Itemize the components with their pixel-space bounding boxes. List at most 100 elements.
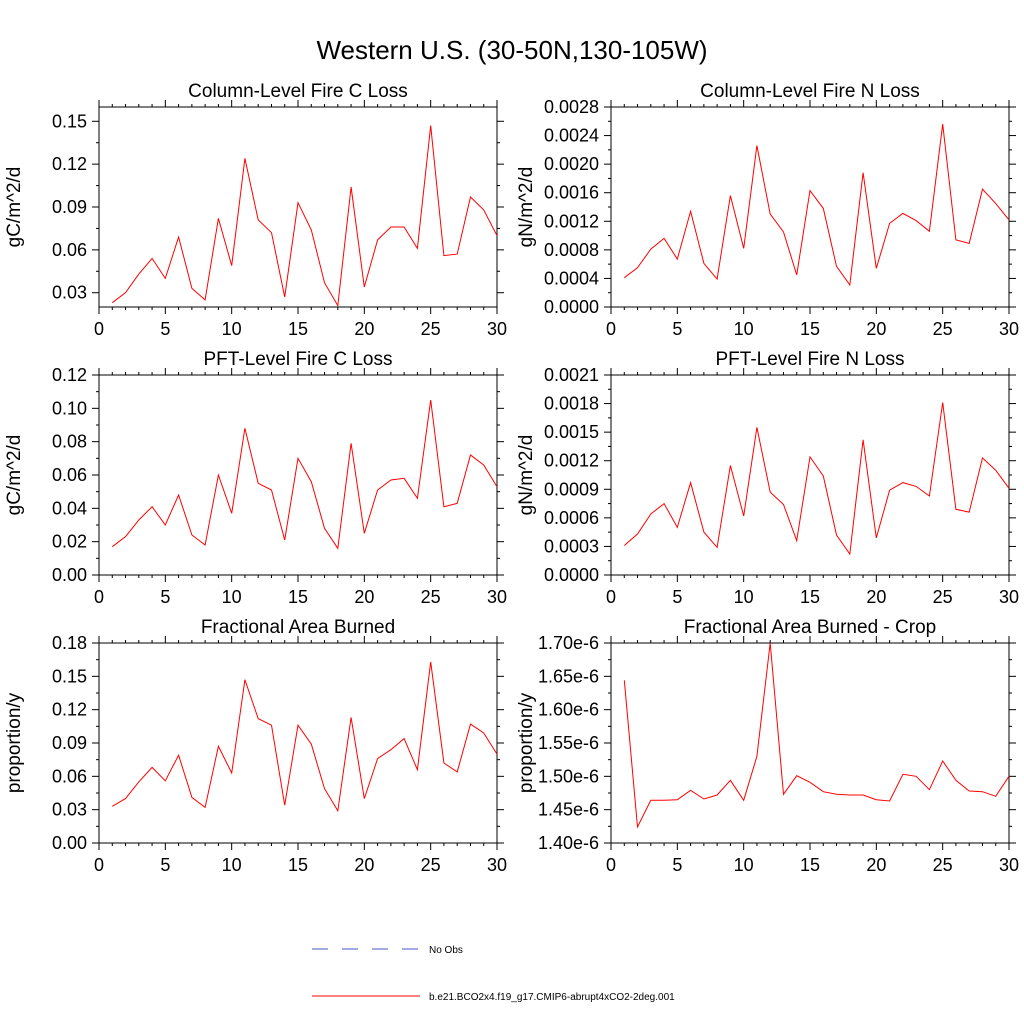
- fractional-area-burned-crop-xtick-label: 15: [800, 855, 820, 875]
- pft-fire-c-loss-ytick-label: 0.00: [52, 565, 87, 585]
- fractional-area-burned-ytick-label: 0.03: [52, 800, 87, 820]
- fractional-area-burned-crop-ytick-label: 1.70e-6: [538, 633, 599, 653]
- pft-fire-c-loss-ytick-label: 0.04: [52, 498, 87, 518]
- fractional-area-burned-crop-ytick-label: 1.45e-6: [538, 800, 599, 820]
- fractional-area-burned-crop-panel: Fractional Area Burned - Crop 0 5 10 15 20 25 3…: [516, 617, 1019, 875]
- pft-fire-c-loss-title: PFT-Level Fire C Loss: [204, 349, 393, 370]
- column-fire-n-loss-ylabel: gN/m^2/d: [516, 167, 537, 248]
- column-fire-c-loss-xtick-label: 5: [160, 319, 170, 339]
- pft-fire-n-loss-xtick-label: 5: [672, 587, 682, 607]
- fractional-area-burned-xtick-label: 10: [222, 855, 242, 875]
- column-fire-n-loss-ytick-label: 0.0004: [544, 268, 599, 288]
- column-fire-n-loss-xtick-label: 0: [606, 319, 616, 339]
- fractional-area-burned-crop-xtick-label: 0: [606, 855, 616, 875]
- column-fire-n-loss-xtick-label: 25: [933, 319, 953, 339]
- legend: No Obs b.e21.BCO2x4.f19_g17.CMIP6-abrupt…: [312, 945, 675, 1003]
- pft-fire-n-loss-ytick-label: 0.0003: [544, 536, 599, 556]
- pft-fire-c-loss-ytick-label: 0.10: [52, 398, 87, 418]
- fractional-area-burned-series-line: [112, 661, 498, 813]
- pft-fire-c-loss-series-line: [111, 399, 498, 550]
- fractional-area-burned-crop-ytick-label: 1.60e-6: [538, 700, 599, 720]
- fractional-area-burned-crop-ylabel: proportion/y: [516, 692, 537, 793]
- pft-fire-n-loss-xtick-label: 25: [933, 587, 953, 607]
- pft-fire-n-loss-series-line: [623, 402, 1010, 556]
- pft-fire-c-loss-xtick-label: 10: [222, 587, 242, 607]
- fractional-area-burned-xtick-label: 15: [288, 855, 308, 875]
- column-fire-n-loss-panel: Column-Level Fire N Loss 0 5 10 15 20 25 30 0.00…: [516, 81, 1019, 339]
- pft-fire-n-loss-xtick-label: 15: [800, 587, 820, 607]
- fractional-area-burned-crop-ytick-label: 1.55e-6: [538, 733, 599, 753]
- fractional-area-burned-crop-ytick-label: 1.40e-6: [538, 833, 599, 853]
- legend-model-label: b.e21.BCO2x4.f19_g17.CMIP6-abrupt4xCO2-2…: [429, 992, 675, 1003]
- pft-fire-c-loss-xtick-label: 20: [354, 587, 374, 607]
- fractional-area-burned-ytick-label: 0.15: [52, 666, 87, 686]
- column-fire-c-loss-xtick-label: 25: [421, 319, 441, 339]
- column-fire-c-loss-panel: Column-Level Fire C Loss 0 5 10 15 20 25 30 0.03…: [4, 81, 507, 339]
- column-fire-n-loss-xtick-label: 30: [999, 319, 1019, 339]
- fractional-area-burned-crop-ytick-label: 1.65e-6: [538, 666, 599, 686]
- fractional-area-burned-crop-xtick-label: 25: [933, 855, 953, 875]
- column-fire-n-loss-series-line: [623, 124, 1010, 287]
- pft-fire-n-loss-ytick-label: 0.0018: [544, 394, 599, 414]
- fractional-area-burned-ytick-label: 0.00: [52, 833, 87, 853]
- column-fire-n-loss-xtick-label: 15: [800, 319, 820, 339]
- fractional-area-burned-ylabel: proportion/y: [4, 692, 25, 793]
- fractional-area-burned-ytick-label: 0.09: [52, 733, 87, 753]
- column-fire-n-loss-ytick-label: 0.0016: [544, 183, 599, 203]
- pft-fire-c-loss-xtick-label: 5: [160, 587, 170, 607]
- column-fire-c-loss-xtick-label: 20: [354, 319, 374, 339]
- legend-no-obs-label: No Obs: [429, 945, 463, 956]
- column-fire-c-loss-xtick-label: 15: [288, 319, 308, 339]
- pft-fire-n-loss-panel: PFT-Level Fire N Loss 0 5 10 15 20 25 30 0.0000 0…: [516, 349, 1019, 607]
- column-fire-c-loss-ytick-label: 0.06: [52, 240, 87, 260]
- fractional-area-burned-crop-ytick-label: 1.50e-6: [538, 766, 599, 786]
- panels: Column-Level Fire C Loss 0 5 10 15 20 25 30 0.03…: [4, 81, 1019, 875]
- column-fire-c-loss-xtick-label: 10: [222, 319, 242, 339]
- column-fire-c-loss-title: Column-Level Fire C Loss: [188, 81, 408, 102]
- column-fire-c-loss-ytick-label: 0.12: [52, 154, 87, 174]
- pft-fire-c-loss-xtick-label: 30: [487, 587, 507, 607]
- column-fire-n-loss-title: Column-Level Fire N Loss: [700, 81, 920, 102]
- pft-fire-n-loss-ylabel: gN/m^2/d: [516, 435, 537, 516]
- pft-fire-n-loss-ytick-label: 0.0009: [544, 479, 599, 499]
- column-fire-n-loss-ytick-label: 0.0008: [544, 240, 599, 260]
- fractional-area-burned-ytick-label: 0.06: [52, 766, 87, 786]
- column-fire-n-loss-xtick-label: 20: [866, 319, 886, 339]
- fractional-area-burned-ytick-label: 0.12: [52, 700, 87, 720]
- pft-fire-n-loss-ytick-label: 0.0021: [544, 365, 599, 385]
- fractional-area-burned-xtick-label: 5: [160, 855, 170, 875]
- pft-fire-n-loss-title: PFT-Level Fire N Loss: [716, 349, 905, 370]
- fractional-area-burned-crop-xtick-label: 5: [672, 855, 682, 875]
- fractional-area-burned-crop-title: Fractional Area Burned - Crop: [684, 617, 936, 638]
- column-fire-n-loss-ytick-label: 0.0000: [544, 297, 599, 317]
- figure-title: Western U.S. (30-50N,130-105W): [316, 35, 707, 65]
- pft-fire-c-loss-ytick-label: 0.08: [52, 432, 87, 452]
- fractional-area-burned-title: Fractional Area Burned: [201, 617, 395, 638]
- pft-fire-n-loss-xtick-label: 30: [999, 587, 1019, 607]
- column-fire-c-loss-ytick-label: 0.03: [52, 283, 87, 303]
- column-fire-c-loss-ytick-label: 0.15: [52, 111, 87, 131]
- pft-fire-n-loss-xtick-label: 20: [866, 587, 886, 607]
- fractional-area-burned-crop-series-line: [623, 642, 1010, 829]
- column-fire-c-loss-xtick-label: 30: [487, 319, 507, 339]
- column-fire-n-loss-ytick-label: 0.0020: [544, 154, 599, 174]
- column-fire-n-loss-ytick-label: 0.0012: [544, 211, 599, 231]
- fractional-area-burned-crop-xtick-label: 30: [999, 855, 1019, 875]
- fractional-area-burned-xtick-label: 30: [487, 855, 507, 875]
- column-fire-n-loss-xtick-label: 5: [672, 319, 682, 339]
- column-fire-c-loss-xtick-label: 0: [94, 319, 104, 339]
- pft-fire-c-loss-ylabel: gC/m^2/d: [4, 435, 25, 516]
- pft-fire-c-loss-xtick-label: 25: [421, 587, 441, 607]
- column-fire-c-loss-series-line: [111, 125, 498, 308]
- fractional-area-burned-ytick-label: 0.18: [52, 633, 87, 653]
- fractional-area-burned-xtick-label: 0: [94, 855, 104, 875]
- pft-fire-n-loss-xtick-label: 0: [606, 587, 616, 607]
- pft-fire-c-loss-ytick-label: 0.06: [52, 465, 87, 485]
- fractional-area-burned-crop-xtick-label: 10: [734, 855, 754, 875]
- column-fire-n-loss-ytick-label: 0.0028: [544, 97, 599, 117]
- column-fire-c-loss-ytick-label: 0.09: [52, 197, 87, 217]
- pft-fire-n-loss-ytick-label: 0.0012: [544, 451, 599, 471]
- pft-fire-c-loss-xtick-label: 15: [288, 587, 308, 607]
- fractional-area-burned-xtick-label: 20: [354, 855, 374, 875]
